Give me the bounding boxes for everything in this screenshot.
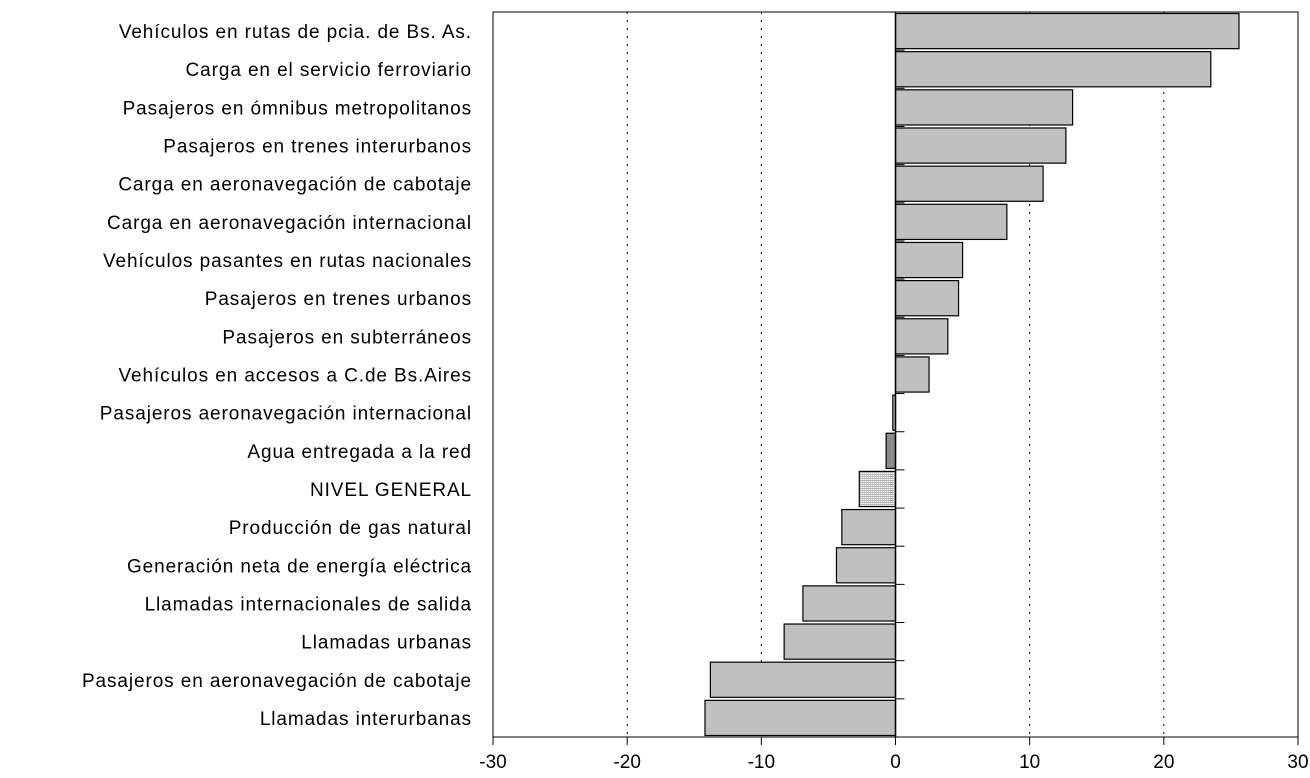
category-label: Llamadas internacionales de salida: [145, 594, 472, 615]
x-tick-label: -30: [479, 752, 506, 773]
category-label: Producción de gas natural: [229, 518, 472, 539]
category-label: Pasajeros aeronavegación internacional: [100, 404, 472, 425]
x-tick-label: 30: [1287, 752, 1308, 773]
x-tick-label: -10: [748, 752, 775, 773]
x-tick-label: 20: [1153, 752, 1174, 773]
category-label: Carga en el servicio ferroviario: [186, 60, 472, 81]
bar: [802, 585, 897, 622]
bar: [894, 165, 1044, 202]
category-label: Carga en aeronavegación internacional: [107, 213, 472, 234]
x-tick-label: -20: [613, 752, 640, 773]
category-label: Pasajeros en subterráneos: [222, 327, 472, 348]
x-tick-label: 0: [890, 752, 901, 773]
tick-labels: -30 -20 -10 0 10 20 30: [479, 752, 1308, 773]
category-labels: Vehículos en rutas de pcia. de Bs. As. Ca…: [82, 22, 472, 730]
category-label: Generación neta de energía eléctrica: [127, 556, 472, 577]
axes-group: [492, 11, 1299, 745]
bar: [894, 318, 949, 355]
category-label: Llamadas interurbanas: [260, 709, 472, 730]
bar: [894, 280, 960, 317]
category-label: Vehículos en rutas de pcia. de Bs. As.: [119, 22, 472, 43]
category-label: Vehículos en accesos a C.de Bs.Aires: [119, 366, 472, 387]
bar: [709, 661, 897, 698]
bar: [894, 12, 1240, 50]
category-label: Carga en aeronavegación de cabotaje: [118, 175, 472, 196]
category-label: Pasajeros en trenes urbanos: [205, 289, 472, 310]
bar: [894, 127, 1067, 164]
category-label: Llamadas urbanas: [301, 633, 472, 654]
bar: [885, 432, 897, 469]
bar: [835, 547, 897, 584]
bars-group: [704, 12, 1240, 737]
x-tick-label: 10: [1019, 752, 1040, 773]
bar: [783, 623, 897, 660]
bar: [841, 508, 897, 546]
category-label: Pasajeros en ómnibus metropolitanos: [123, 98, 472, 119]
bar: [894, 356, 930, 393]
bar: [704, 699, 897, 737]
category-label: Pasajeros en trenes interurbanos: [163, 137, 472, 158]
bar: [894, 89, 1074, 126]
category-label: Pasajeros en aeronavegación de cabotaje: [82, 671, 472, 692]
bar: [894, 203, 1008, 241]
bar: [894, 51, 1212, 88]
bar: [894, 241, 964, 279]
bar: [858, 470, 897, 508]
category-label: Agua entregada a la red: [247, 442, 472, 463]
category-label: Vehículos pasantes en rutas nacionales: [103, 251, 472, 272]
category-label: NIVEL GENERAL: [310, 480, 472, 501]
